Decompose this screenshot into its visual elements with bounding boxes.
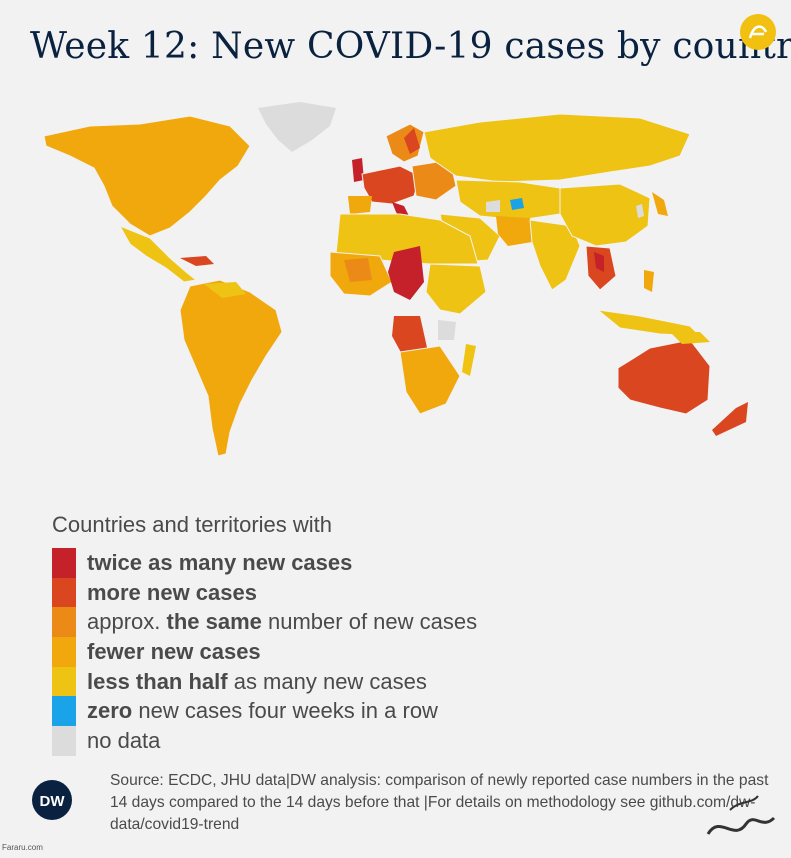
map-title: Week 12: New COVID-19 cases by country [30,26,791,67]
calligraphy-watermark-icon [706,795,776,835]
legend-label-bold: more new cases [87,579,257,605]
region-east-africa [425,263,487,315]
legend-label-bold: twice as many new cases [87,549,353,575]
legend-swatch [52,726,76,756]
legend-label: fewer new cases [87,639,261,665]
svg-text:DW: DW [40,793,66,810]
legend-items: twice as many new cases more new cases app… [52,548,477,756]
region-congo [392,316,428,358]
region-madagascar [462,344,476,376]
region-south-america [179,279,283,457]
legend-label-bold: fewer new cases [87,638,261,664]
region-central-asia [455,179,561,221]
region-iran [496,216,532,246]
legend-swatch [52,696,76,727]
legend-label: less than half as many new cases [87,669,427,695]
legend-item: fewer new cases [52,637,477,667]
legend-swatch [52,666,76,697]
region-north-america [43,115,251,237]
legend-heading: Countries and territories with [52,512,333,537]
legend-label-post: number of new cases [261,609,478,635]
legend-label-bold: zero [87,698,133,724]
legend-label-post: as many new cases [227,668,427,694]
region-greenland [258,102,336,152]
legend-item: approx. the same number of new cases [52,607,477,638]
legend-swatch [52,637,76,667]
legend-item: no data [52,726,477,756]
legend-label: more new cases [87,580,257,606]
legend-item: more new cases [52,577,477,608]
legend-label-pre: approx. [87,609,167,635]
legend-label: twice as many new cases [87,550,352,576]
region-chad-red [400,252,418,280]
region-southern-africa [399,345,461,415]
legend-label: zero new cases four weeks in a row [87,698,438,724]
region-east-nodata [636,204,644,218]
region-indochina-red [594,252,604,272]
legend-label-bold: less than half [87,668,228,694]
region-sahel-orange [344,258,372,282]
legend-item: zero new cases four weeks in a row [52,696,477,727]
corner-watermark-icon [740,14,776,50]
region-central-america [118,225,198,283]
region-western-europe [361,165,421,205]
region-australia [617,339,711,415]
region-finland [404,128,420,154]
legend-label-post: no data [87,727,161,753]
source-note: Source: ECDC, JHU data|DW analysis: comp… [110,772,769,833]
dw-logo-icon: DW [32,780,72,820]
region-russia [423,113,691,183]
region-new-zealand [712,402,748,436]
world-map [43,102,748,457]
legend-label-post: new cases four weeks in a row [132,698,438,724]
region-venezuela [204,282,246,298]
region-iberia [348,196,372,214]
legend-label: approx. the same number of new cases [87,609,477,635]
legend-item: twice as many new cases [52,548,477,578]
region-philippines [644,270,654,292]
legend-label: no data [87,728,160,754]
region-caribbean [180,256,214,266]
watermark-text: Fararu.com [2,843,43,852]
legend-swatch [52,607,76,638]
region-korea-japan [652,192,668,216]
region-china [559,183,651,247]
legend: Countries and territories with twice as … [52,512,477,756]
region-central-asia-nodata [486,200,500,212]
region-caucasus-zero [510,198,524,210]
legend-swatch [52,577,76,608]
legend-item: less than half as many new cases [52,666,477,697]
region-papua [670,332,710,344]
legend-swatch [52,548,76,578]
legend-label-bold: the same [166,609,262,635]
region-tanzania-nodata [438,320,456,340]
region-uk [352,158,364,182]
